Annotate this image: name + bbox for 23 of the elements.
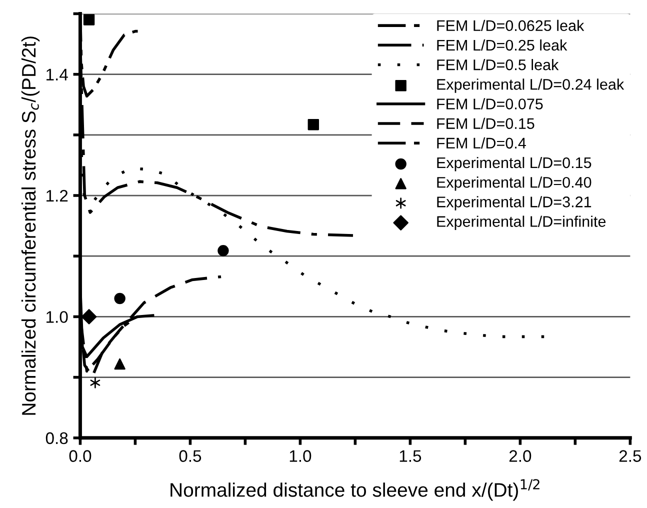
x-tick-label: 1.5 bbox=[400, 450, 422, 462]
y-tick-label: 1.4 bbox=[46, 68, 68, 80]
x-tick-label: 1.0 bbox=[290, 450, 312, 462]
legend-label: Experimental L/D=3.21 bbox=[437, 196, 592, 210]
legend-label: Experimental L/D=0.40 bbox=[437, 176, 592, 191]
y-tick-label: 0.8 bbox=[46, 432, 68, 444]
y-axis-title: Normalized circumferential stress S$_{c}$/(PD/2t) bbox=[21, 36, 40, 415]
legend-label: FEM L/D=0.25 leak bbox=[437, 39, 568, 51]
legend-label: Experimental L/D=infinite bbox=[437, 216, 606, 230]
legend-label: FEM L/D=0.4 bbox=[437, 137, 526, 149]
y-tick-label: 1.2 bbox=[46, 190, 68, 202]
legend-label: Experimental L/D=0.15 bbox=[437, 156, 592, 172]
y-tick-label: 1.0 bbox=[46, 311, 68, 323]
x-tick-label: 0.5 bbox=[179, 450, 202, 462]
legend-label: FEM L/D=0.0625 leak bbox=[437, 20, 584, 32]
legend-label: Experimental L/D=0.24 leak bbox=[437, 78, 624, 93]
x-tick-label: 2.0 bbox=[509, 450, 532, 462]
legend-label: FEM L/D=0.075 bbox=[437, 98, 543, 110]
legend-label: FEM L/D=0.15 bbox=[437, 118, 534, 129]
x-axis-title: Normalized distance to sleeve end x/(Dt)$^{1/2}$ bbox=[170, 479, 540, 501]
x-tick-label: 2.5 bbox=[619, 450, 642, 462]
legend-label: FEM L/D=0.5 leak bbox=[437, 59, 559, 70]
x-tick-label: 0.0 bbox=[69, 450, 92, 462]
